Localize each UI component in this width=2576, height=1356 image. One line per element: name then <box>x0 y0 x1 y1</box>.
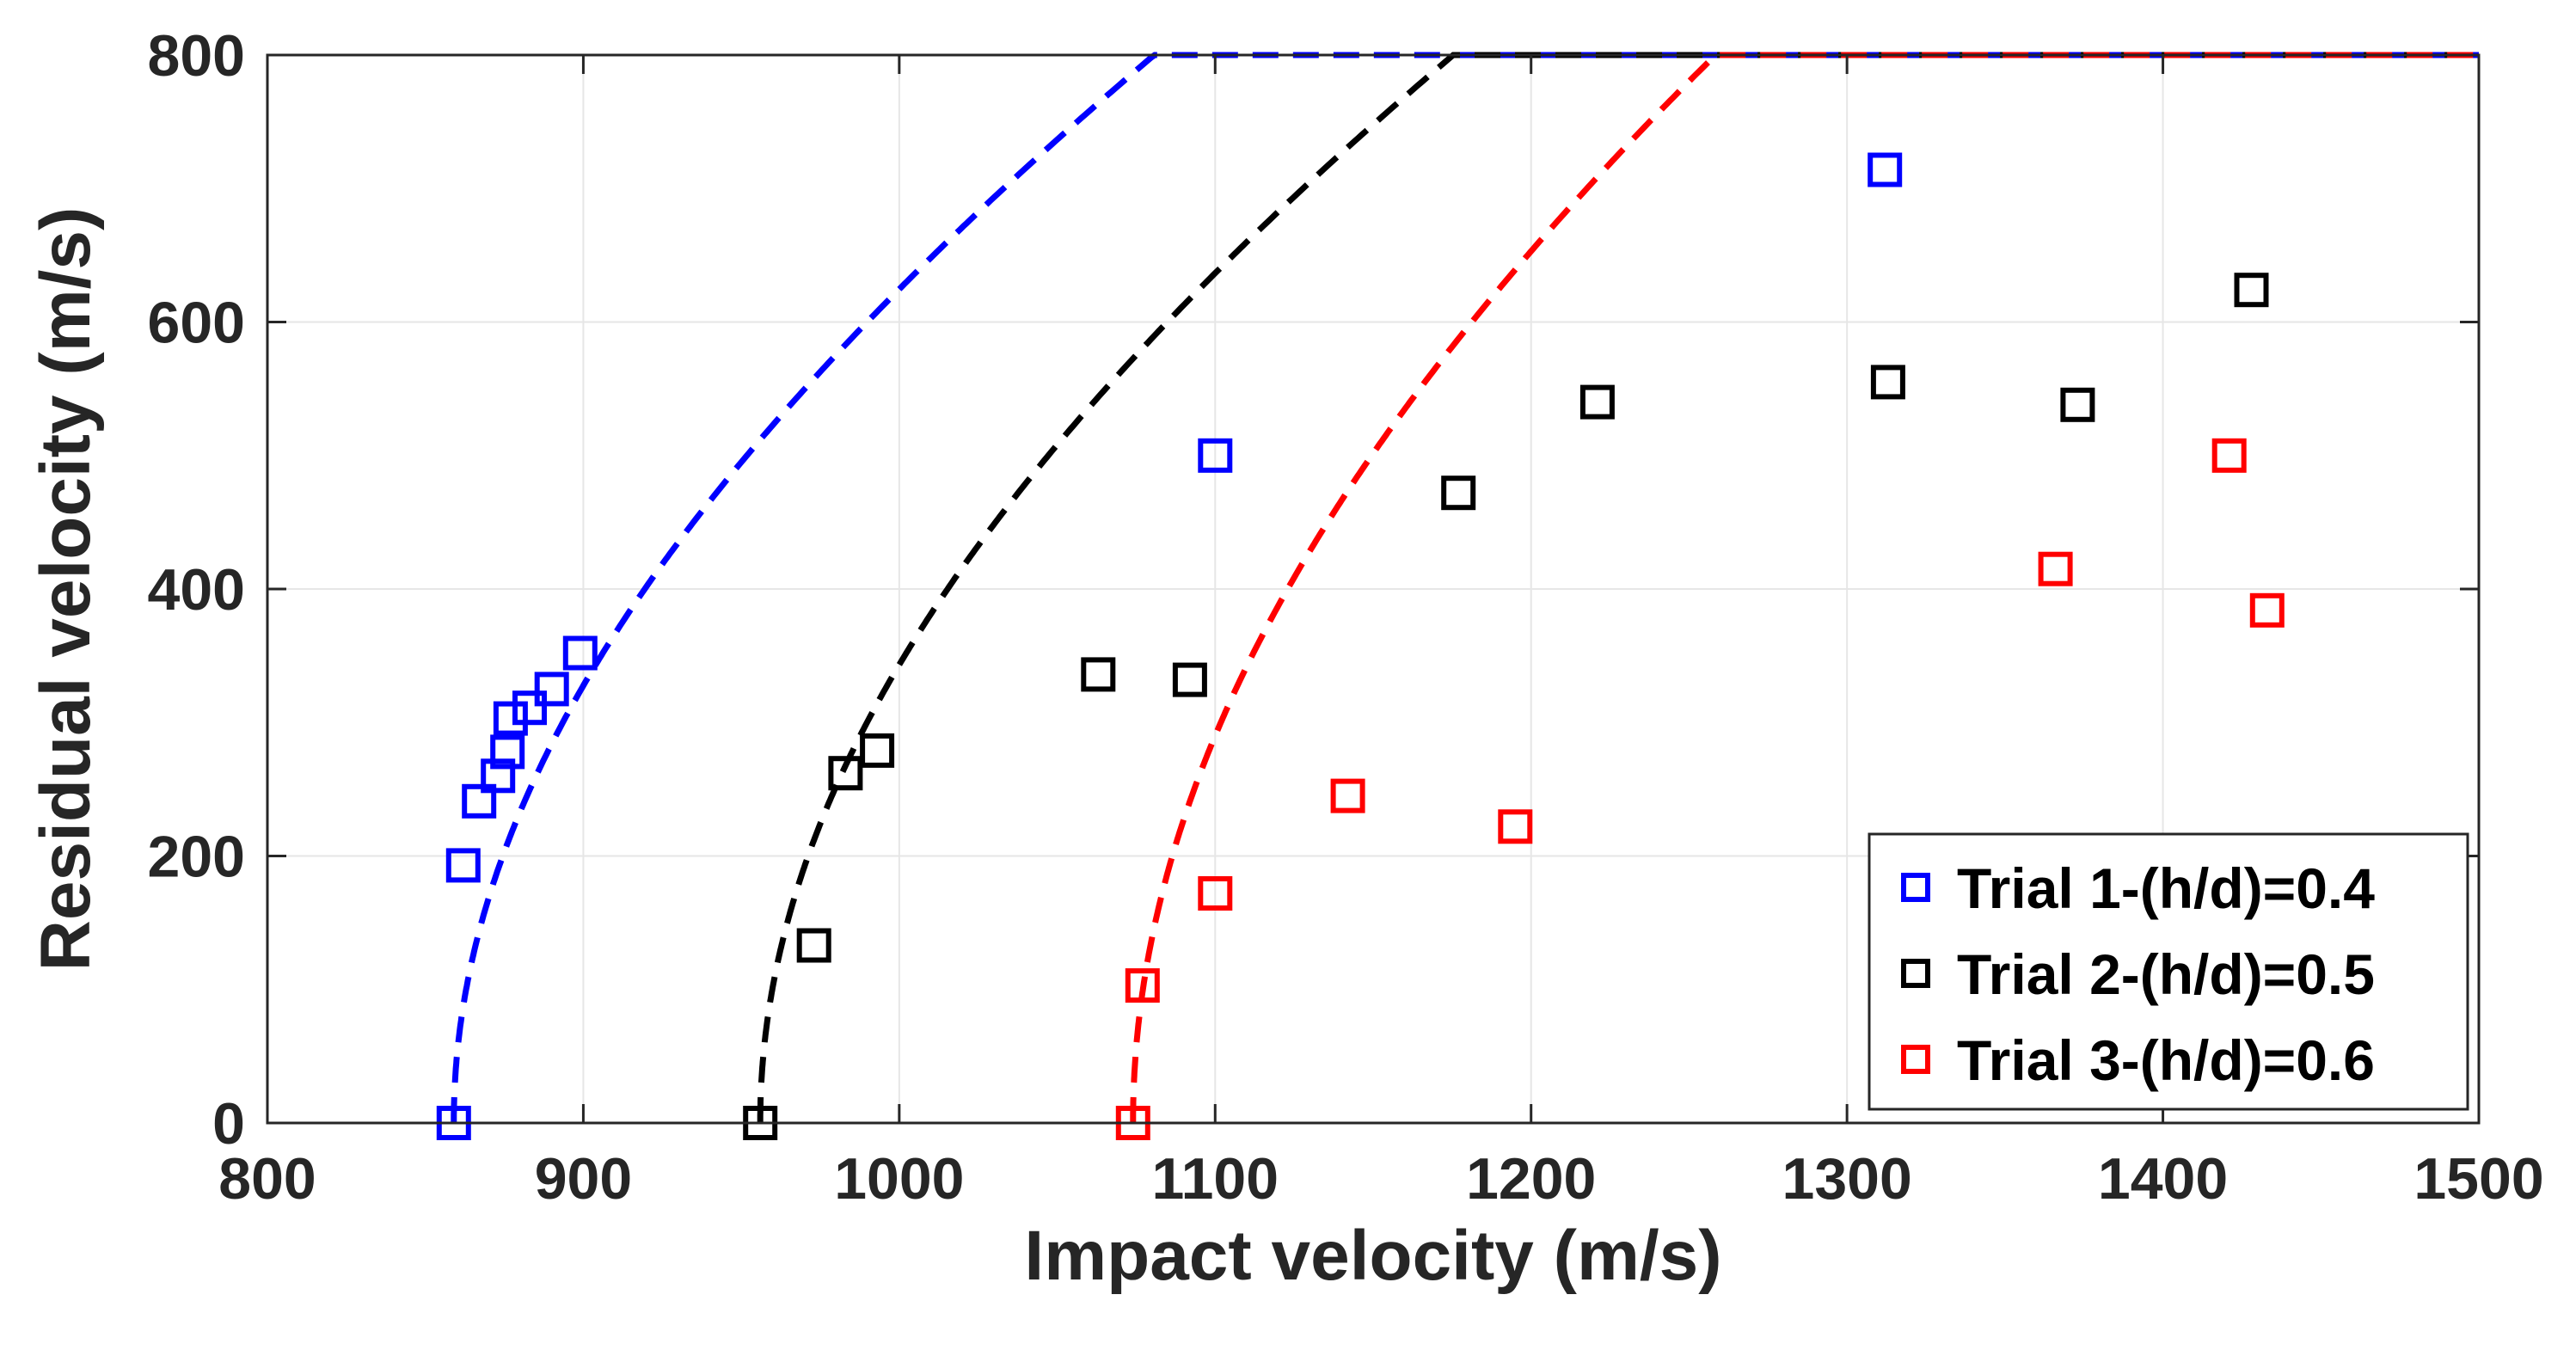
data-point-trial-1 <box>1198 438 1233 473</box>
data-point-trial-1 <box>481 758 516 794</box>
legend-marker-trial-2 <box>1901 959 1930 988</box>
legend-label-trial-1: Trial 1-(h/d)=0.4 <box>1957 856 2375 920</box>
data-point-trial-3 <box>1498 809 1533 844</box>
y-axis-label: Residual velocity (m/s) <box>27 207 105 972</box>
data-point-trial-3 <box>1125 968 1160 1003</box>
x-tick-label: 1300 <box>1782 1146 1912 1212</box>
x-tick-label: 1000 <box>834 1146 964 1212</box>
data-point-trial-1 <box>534 672 569 707</box>
data-point-trial-3 <box>2211 438 2247 473</box>
x-tick-labels: 800 900 1000 1100 1200 1300 1400 1500 <box>218 1146 2543 1212</box>
data-point-trial-2 <box>1081 657 1116 692</box>
data-point-trial-3 <box>1330 778 1365 813</box>
data-point-trial-2 <box>796 928 831 963</box>
data-point-trial-2 <box>2060 387 2095 422</box>
data-point-trial-1 <box>490 734 525 770</box>
data-point-trial-1 <box>462 783 497 819</box>
data-point-trial-2 <box>828 756 863 791</box>
data-point-trial-2 <box>2234 273 2269 308</box>
data-point-trial-1 <box>562 635 598 671</box>
y-tick-label: 600 <box>148 291 245 356</box>
x-tick-label: 900 <box>535 1146 632 1212</box>
x-tick-label: 1100 <box>1152 1146 1279 1212</box>
data-point-trial-1 <box>1868 152 1903 187</box>
data-point-trial-3 <box>2038 551 2073 586</box>
y-tick-labels: 0 200 400 600 800 <box>148 23 245 1157</box>
legend-marker-trial-3 <box>1901 1045 1930 1074</box>
x-axis-label: Impact velocity (m/s) <box>1024 1217 1721 1295</box>
x-tick-label: 1200 <box>1466 1146 1596 1212</box>
data-point-trial-1 <box>512 690 547 726</box>
y-tick-label: 400 <box>148 557 245 623</box>
x-tick-label: 1500 <box>2413 1146 2543 1212</box>
axis-ticks <box>266 53 2481 1125</box>
data-point-trial-3 <box>2249 592 2285 628</box>
y-tick-label: 0 <box>212 1091 245 1157</box>
legend-label-trial-2: Trial 2-(h/d)=0.5 <box>1957 942 2375 1006</box>
data-point-trial-2 <box>1172 662 1207 697</box>
data-point-trial-3 <box>1198 876 1233 911</box>
x-tick-label: 1400 <box>2098 1146 2228 1212</box>
data-point-trial-1 <box>445 848 481 883</box>
data-point-trial-2 <box>1870 365 1905 400</box>
legend: Trial 1-(h/d)=0.4 Trial 2-(h/d)=0.5 Tria… <box>1868 832 2469 1111</box>
y-tick-label: 800 <box>148 23 245 89</box>
data-point-trial-1 <box>493 701 528 736</box>
data-point-trial-2 <box>1579 384 1615 420</box>
legend-marker-trial-1 <box>1901 873 1930 902</box>
data-point-trial-2 <box>860 733 895 768</box>
fit-curve-trial-2 <box>757 52 2479 1123</box>
legend-box <box>1868 832 2469 1111</box>
y-tick-label: 200 <box>148 825 245 890</box>
legend-label-trial-3: Trial 3-(h/d)=0.6 <box>1957 1028 2375 1092</box>
x-tick-label: 800 <box>218 1146 316 1212</box>
data-point-trial-2 <box>1441 476 1476 511</box>
data-markers <box>436 152 2285 1140</box>
